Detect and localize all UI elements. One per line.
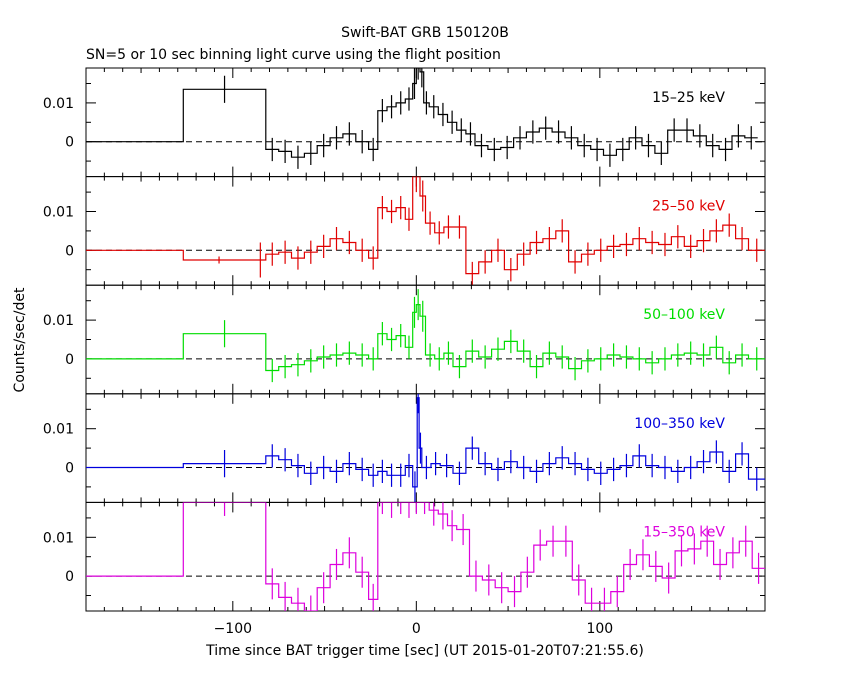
x-tick-label-2: 100 (586, 621, 613, 637)
y-tick-label-0-0: 0 (65, 135, 74, 151)
panel-frame-3 (85, 393, 766, 503)
series-steps-4 (86, 502, 765, 611)
panel-data-3 (86, 393, 765, 503)
y-tick-label-2-1: 0.01 (43, 313, 74, 329)
y-tick-label-1-0: 0 (65, 243, 74, 259)
y-tick-label-3-0: 0 (65, 460, 74, 476)
panel-frame-1 (85, 176, 766, 286)
y-tick-label-0-1: 0.01 (43, 96, 74, 112)
panels-group: 0 0.01 15–25 keV 0 0.01 25–50 keV 0 0.01 50–100 … (43, 67, 766, 637)
panel-3: 0 0.01 100–350 keV (43, 393, 766, 503)
band-label-1: 25–50 keV (652, 199, 725, 215)
band-label-3: 100–350 keV (634, 416, 725, 432)
series-steps-3 (86, 397, 765, 488)
y-tick-label-4-0: 0 (65, 569, 74, 585)
y-axis-label: Counts/sec/det (12, 287, 28, 392)
panel-data-0 (86, 68, 758, 169)
panel-frame-4 (85, 501, 766, 612)
band-label-4: 15–350 keV (643, 524, 725, 540)
x-axis-label: Time since BAT trigger time [sec] (UT 20… (205, 643, 644, 659)
panel-frame-0 (85, 67, 766, 178)
panel-1: 0 0.01 25–50 keV (43, 176, 766, 286)
y-tick-label-3-1: 0.01 (43, 422, 74, 438)
panel-4: 0 0.01 15–350 keV (43, 501, 766, 612)
panel-0: 0 0.01 15–25 keV (43, 67, 766, 178)
series-steps-0 (86, 68, 758, 158)
x-tick-label-0: −100 (214, 621, 252, 637)
panel-data-1 (86, 176, 765, 286)
band-label-2: 50–100 keV (643, 307, 725, 323)
band-label-0: 15–25 keV (652, 90, 725, 106)
chart-title: Swift-BAT GRB 150120B (341, 25, 509, 41)
panel-data-4 (86, 502, 765, 611)
panel-2: 0 0.01 50–100 keV (43, 284, 766, 395)
y-tick-label-1-1: 0.01 (43, 205, 74, 221)
y-tick-label-2-0: 0 (65, 352, 74, 368)
x-tick-label-1: 0 (412, 621, 421, 637)
y-tick-label-4-1: 0.01 (43, 530, 74, 546)
panel-data-2 (86, 289, 765, 383)
series-steps-1 (86, 176, 765, 275)
chart-subtitle: SN=5 or 10 sec binning light curve using… (86, 47, 501, 63)
